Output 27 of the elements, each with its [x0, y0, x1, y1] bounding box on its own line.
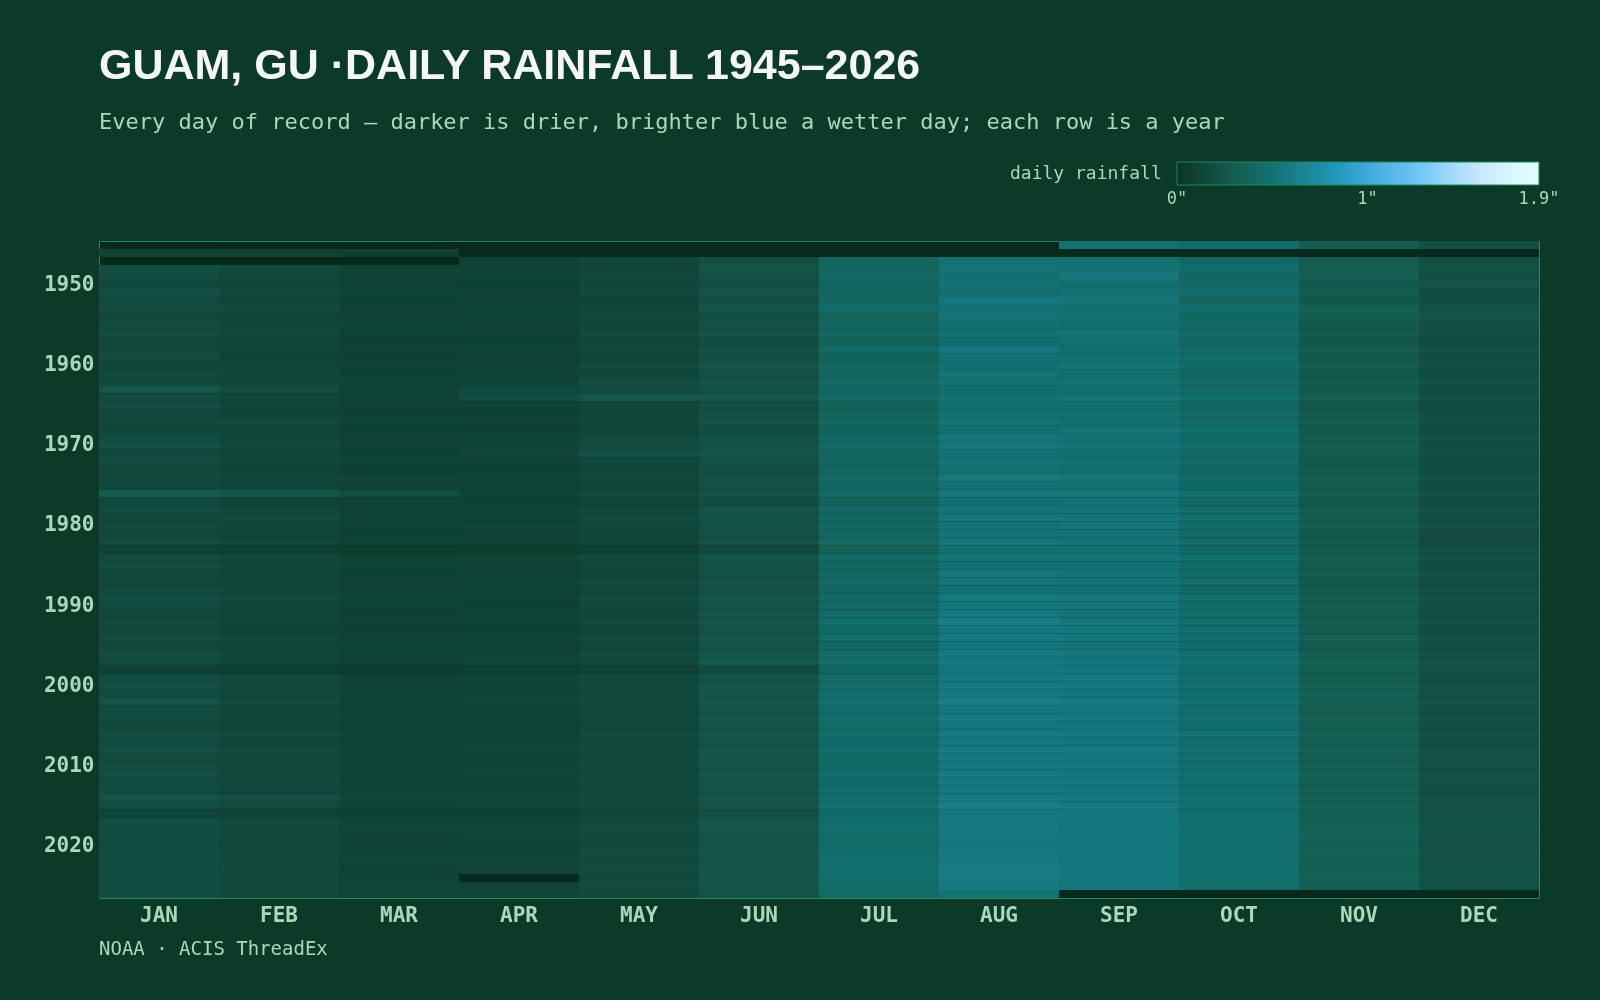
color-bar-title: daily rainfall [1010, 162, 1162, 183]
x-tick-label: JAN [140, 902, 178, 927]
y-tick-label: 1960 [43, 352, 95, 377]
color-bar-label: 0" [1166, 188, 1188, 208]
x-tick-label: MAY [620, 902, 659, 927]
x-tick-label: APR [500, 902, 539, 927]
chart-subtitle: Every day of record — darker is drier, brighter blue a wetter day; each row is a year [99, 109, 1225, 134]
y-tick-label: 1950 [43, 272, 95, 297]
x-tick-label: DEC [1460, 902, 1498, 927]
y-tick-label: 1990 [43, 592, 95, 617]
y-tick-label: 1980 [43, 512, 95, 537]
chart-title: GUAM, GU ·DAILY RAINFALL 1945–2026 [99, 40, 921, 88]
y-tick-label: 2010 [43, 752, 95, 777]
y-tick-label: 1970 [43, 432, 95, 457]
x-tick-label: MAR [380, 902, 419, 927]
x-tick-label: JUL [860, 902, 898, 927]
y-tick-label: 2000 [43, 672, 95, 697]
x-tick-label: OCT [1220, 902, 1258, 927]
color-bar-label: 1" [1357, 188, 1378, 208]
x-tick-label: NOV [1340, 902, 1379, 927]
text: NOAA · ACIS ThreadEx [99, 937, 328, 959]
x-tick-label: FEB [260, 902, 298, 927]
x-tick-label: JUN [740, 902, 778, 927]
color-bar-label: 1.9" [1518, 188, 1560, 208]
y-tick-label: 2020 [43, 832, 95, 857]
x-tick-label: SEP [1100, 902, 1138, 927]
x-tick-label: AUG [980, 902, 1018, 927]
